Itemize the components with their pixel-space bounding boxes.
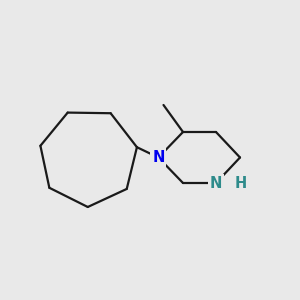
Text: N: N [210, 176, 222, 190]
Text: H: H [235, 176, 247, 190]
Text: N: N [152, 150, 165, 165]
